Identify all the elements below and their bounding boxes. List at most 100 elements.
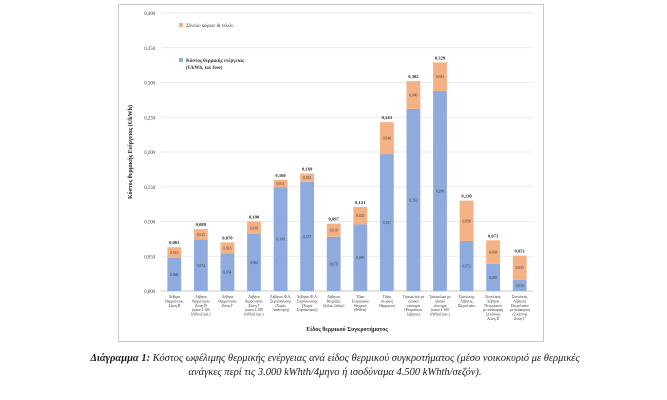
caption-text: Κόστος ωφέλιμης θερμικής ενέργειας ανά ε… xyxy=(152,353,580,378)
bar-cost-label: 0,072 xyxy=(463,264,471,269)
caption-lead: Διάγραμμα 1: xyxy=(90,353,151,364)
x-tick-label: Τρικυκλικό με ηλιακό σύστημα (Ρευματικός λέβ… xyxy=(403,295,425,317)
bar-taxes xyxy=(326,223,341,237)
bar-cost xyxy=(167,257,182,291)
bar-total-label: 0,070 xyxy=(222,235,233,240)
bar-cost xyxy=(433,90,447,291)
bar-total-label: 0,089 xyxy=(196,222,207,227)
bar-cost-label: 0,078 xyxy=(330,262,338,267)
chart: 0,000 0,050 0,100 0,150 0,200 0,250 0,300 0,350… xyxy=(126,12,533,333)
bar-cost-label: 0,039 xyxy=(489,276,497,281)
bar-cost xyxy=(220,253,235,291)
x-tick-label: Λέβητας Βιομάζας (ξύλου ξύλου) xyxy=(323,295,345,308)
bar-cost-label: 0,096 xyxy=(356,256,364,261)
bar-taxes xyxy=(167,247,182,258)
bar-total-label: 0,169 xyxy=(302,167,313,172)
y-tick-label: 0,300 xyxy=(144,82,155,87)
bar-cost-label: 0,016 xyxy=(516,284,524,289)
chart-frame: 0,000 0,050 0,100 0,150 0,200 0,250 0,300 0,350… xyxy=(118,4,544,342)
bar-total-label: 0,051 xyxy=(515,249,526,254)
figure-caption: Διάγραμμα 1: Κόστος ωφέλιμης θερμικής εν… xyxy=(80,352,590,380)
x-tick-label: Τρικυκλικό με ηλιακό σύστημα (κατά 1.100 kWh… xyxy=(429,295,451,317)
bar-taxes-label: 0,025 xyxy=(356,214,364,219)
bar-taxes xyxy=(433,62,447,91)
y-axis-title: Κόστος θερμικής Ενέργειας (€/kWh) xyxy=(126,105,134,199)
y-tick-label: 0,050 xyxy=(144,255,155,260)
bar-taxes-label: 0,015 xyxy=(170,251,178,256)
bar-taxes xyxy=(300,173,315,182)
bar-taxes-label: 0,011 xyxy=(277,182,285,187)
bar-cost xyxy=(379,154,394,291)
bar-taxes xyxy=(379,122,394,155)
bar-taxes-label: 0,034 xyxy=(489,251,497,256)
y-tick-label: 0,200 xyxy=(144,151,155,156)
legend-label-cost: Κόστος θερμικής ενέργειας (€/kWh, tax fre… xyxy=(186,59,245,71)
x-tick-label: Λέβητα θερμότητας Ζώνη Γ (κατα 1.100 kWh/el.… xyxy=(244,295,264,317)
bar-taxes xyxy=(353,206,368,225)
bar-cost-label: 0,149 xyxy=(277,238,285,243)
bar-cost-label: 0,048 xyxy=(170,273,178,278)
bar-taxes-label: 0,018 xyxy=(250,226,258,231)
bar-cost xyxy=(326,236,341,291)
bar-total-label: 0,160 xyxy=(275,173,286,178)
bar-taxes-label: 0,016 xyxy=(223,246,231,251)
bar-taxes xyxy=(459,200,474,241)
x-tick-label: Λέβητα Θερμότητας Ζώνη Β xyxy=(165,295,184,308)
bar-total-label: 0,063 xyxy=(169,240,180,245)
x-tick-label: Λέβητα Θερμότητας Ζώνη Γ xyxy=(218,295,237,308)
x-tick-label: Λέβητα θερμότητας Ζώνη Β (κατα 1.100 kWh/el.… xyxy=(191,295,211,317)
x-tick-label: Συνολικής Λέβητας Πετρελαίου xyxy=(458,295,476,308)
bar-cost-label: 0,288 xyxy=(436,189,444,194)
bar-cost xyxy=(193,239,208,291)
legend-swatch-taxes xyxy=(179,23,183,27)
bar-taxes xyxy=(247,221,261,235)
y-tick-label: 0,000 xyxy=(144,290,155,295)
y-tick-label: 0,400 xyxy=(144,12,155,17)
bar-taxes xyxy=(220,242,235,254)
y-tick-label: 0,350 xyxy=(144,47,155,52)
bar-taxes xyxy=(193,229,208,240)
bar-cost-label: 0,262 xyxy=(409,198,417,203)
bar-cost-label: 0,197 xyxy=(383,221,391,226)
bar-cost xyxy=(247,234,261,291)
bar-cost xyxy=(300,181,315,291)
x-tick-label: Συνολικής Λέβητας Πετρελαίου με ανάκαμψη (2 … xyxy=(483,295,503,321)
bar-total-label: 0,121 xyxy=(355,200,366,205)
bar-cost xyxy=(459,240,474,291)
x-tick-label: Συνολικής Λέβητας Πετρελαίου με ανάκαμψη (2 … xyxy=(510,295,530,321)
bar-taxes xyxy=(486,240,501,264)
bar-cost-label: 0,082 xyxy=(250,261,258,266)
y-tick-label: 0,100 xyxy=(144,221,155,226)
bar-taxes xyxy=(512,255,527,280)
bar-total-label: 0,302 xyxy=(408,74,419,79)
bar-taxes-label: 0,058 xyxy=(463,219,471,224)
bar-cost-label: 0,054 xyxy=(223,271,231,276)
bar-taxes-label: 0,015 xyxy=(197,233,205,238)
bar-cost xyxy=(406,108,421,291)
bar-total-label: 0,073 xyxy=(488,233,499,238)
bar-taxes xyxy=(273,179,288,188)
x-axis-title: Είδος θερμικού Συγκροτήματος xyxy=(306,325,388,333)
bar-cost xyxy=(353,224,368,291)
bar-total-label: 0,243 xyxy=(382,115,393,120)
bar-cost xyxy=(273,187,288,291)
x-tick-label: Τζάκι Ενεργειακό Θερμικό (Pellets) xyxy=(352,294,369,312)
bar-taxes-label: 0,040 xyxy=(409,94,417,99)
x-tick-label: Λέβητας Φ.Α. Συμπύκνωσης (Χωρίς Συμπύκνωση) xyxy=(297,295,319,312)
bar-cost xyxy=(486,263,501,291)
y-tick-label: 0,250 xyxy=(144,116,155,121)
bar-total-label: 0,329 xyxy=(435,55,446,60)
bar-cost xyxy=(512,279,527,291)
bar-taxes-label: 0,046 xyxy=(383,137,391,142)
bar-taxes-label: 0,041 xyxy=(436,75,444,80)
bar-cost-label: 0,157 xyxy=(303,235,311,240)
bar-total-label: 0,097 xyxy=(329,217,340,222)
y-tick-label: 0,150 xyxy=(144,186,155,191)
bar-total-label: 0,100 xyxy=(249,215,260,220)
bar-total-label: 0,130 xyxy=(461,194,472,199)
bar-cost-label: 0,074 xyxy=(197,264,205,269)
bar-taxes-label: 0,035 xyxy=(516,266,524,271)
bar-taxes-label: 0,012 xyxy=(303,176,311,181)
bar-taxes xyxy=(406,81,421,109)
x-tick-label: Τζάκι Ατομική Θέρμανση xyxy=(379,294,395,308)
